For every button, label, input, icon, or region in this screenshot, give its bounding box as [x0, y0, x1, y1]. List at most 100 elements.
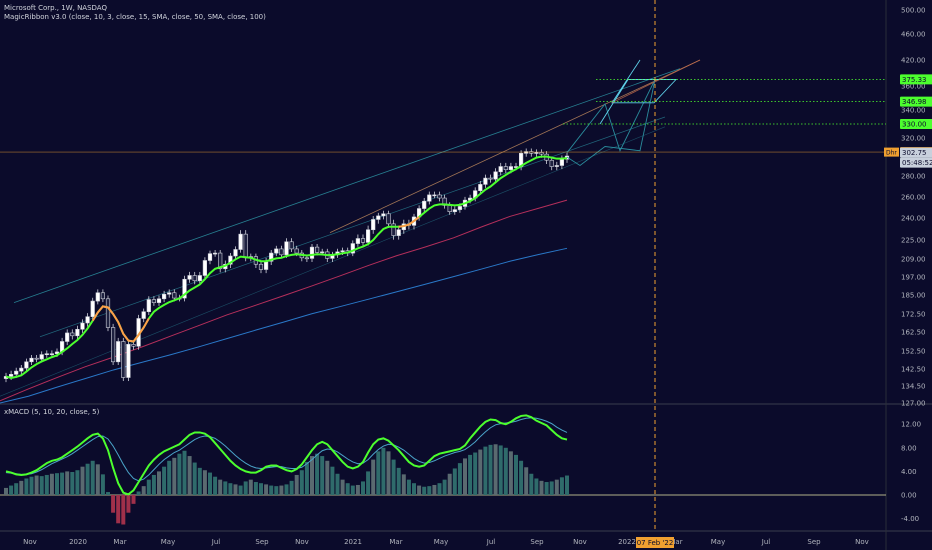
macd-histogram-bar [544, 482, 549, 495]
candle-body [187, 275, 192, 280]
macd-histogram-bar [320, 456, 325, 495]
macd-histogram-bar [315, 453, 320, 495]
price-axis-tick: 420.00 [901, 57, 926, 65]
countdown-badge-text: 05:48:52 [902, 159, 932, 167]
time-axis-tick: Jul [486, 538, 496, 546]
macd-histogram-bar [422, 486, 427, 495]
macd-histogram-bar [325, 460, 330, 495]
candle-body [197, 275, 202, 282]
macd-histogram-bar [330, 466, 335, 495]
candle-body [559, 158, 564, 166]
macd-histogram-bar [284, 484, 289, 495]
candle-body [162, 293, 167, 300]
target-badge-3[interactable]: 330.00 [900, 119, 932, 129]
price-axis-tick: 260.00 [901, 194, 926, 202]
macd-histogram-bar [218, 479, 223, 495]
time-axis-tick: Nov [23, 538, 37, 546]
candle-body [386, 213, 391, 225]
candle-body [105, 298, 111, 328]
macd-histogram-bar [345, 483, 350, 495]
candle-body [151, 299, 157, 303]
candle-body [396, 229, 401, 236]
time-axis-tick: Jul [211, 538, 221, 546]
macd-histogram-bar [238, 485, 243, 495]
macd-histogram-bar [14, 483, 19, 495]
projection-fan [611, 59, 701, 104]
countdown-badge[interactable]: 05:48:52 [900, 157, 932, 168]
target-badge-3-text: 330.00 [902, 121, 927, 129]
macd-axis-tick: 8.00 [901, 444, 917, 452]
macd-histogram-bar [401, 474, 406, 495]
price-axis-tick: 185.00 [901, 292, 926, 300]
candle-body [524, 151, 529, 154]
candle-body [95, 292, 100, 302]
macd-histogram-bar [70, 471, 75, 495]
target-badge-1-bg [900, 74, 932, 85]
macd-histogram-bar [182, 450, 187, 495]
candle-body [172, 292, 177, 299]
current-price-badge[interactable]: 302.75 [900, 147, 932, 158]
time-axis-tick: Nov [855, 538, 869, 546]
macd-histogram-bar [483, 446, 488, 495]
candle-body [9, 374, 14, 377]
macd-histogram-bar [294, 474, 299, 495]
time-axis-tick: Mar [669, 538, 682, 546]
candle-body [14, 370, 19, 375]
indicator-title: MagicRibbon v3.0 (close, 10, 3, close, 1… [4, 13, 266, 21]
macd-histogram-bar [514, 454, 518, 495]
magic-ribbon-down-segment [91, 305, 150, 343]
macd-histogram-bar [335, 473, 340, 495]
macd-histogram-bar [228, 483, 233, 495]
target-badge-2[interactable]: 346.98 [900, 96, 932, 107]
macd-histogram-bar [80, 466, 85, 495]
macd-histogram-bar [299, 470, 304, 495]
macd-line [5, 414, 568, 496]
tag-badge: Dhr [884, 147, 899, 157]
macd-histogram-bar [340, 479, 345, 495]
candle-body [126, 344, 131, 378]
candle-body [447, 205, 452, 212]
candle-body [549, 159, 554, 167]
candle-body [503, 166, 508, 171]
time-axis-tick: 2020 [69, 538, 87, 546]
macd-histogram-bar [259, 483, 263, 495]
candle-body [314, 246, 320, 253]
macd-histogram-bar [187, 456, 192, 495]
candle-body [279, 248, 284, 256]
tag-badge-text: Dhr [886, 150, 897, 157]
time-marker-badge-bg [636, 537, 674, 548]
candle-body [350, 243, 355, 254]
candle-body [65, 332, 70, 342]
candle-body [121, 341, 126, 378]
macd-histogram-bar [208, 472, 212, 495]
candle-body [427, 194, 432, 202]
macd-histogram-bar [355, 484, 360, 495]
candle-body [488, 177, 493, 180]
price-axis-tick: 197.00 [901, 274, 926, 282]
countdown-badge-bg [900, 157, 932, 168]
channel-upper [13, 68, 681, 303]
target-badge-1[interactable]: 375.33 [900, 74, 932, 85]
candle-body [238, 233, 243, 250]
candle-body [304, 257, 310, 260]
macd-histogram-bar [549, 481, 554, 495]
target-badge-2-text: 346.98 [902, 98, 927, 106]
symbol-legend: Microsoft Corp., 1W, NASDAQ MagicRibbon … [4, 4, 266, 22]
candle-body [539, 152, 544, 155]
price-axis-tick: 127.00 [901, 400, 926, 408]
candle-body [141, 311, 146, 319]
price-axis-tick: 460.00 [901, 31, 926, 39]
macd-histogram-bar [350, 485, 355, 495]
candle-body [243, 233, 248, 259]
macd-histogram-bar [243, 481, 248, 495]
macd-histogram-bar [167, 460, 172, 495]
macd-histogram-bar [565, 475, 569, 495]
time-axis-tick: May [434, 538, 448, 546]
macd-histogram-bar [381, 447, 386, 495]
macd-histogram-bar [157, 471, 161, 495]
macd-histogram-bar [310, 456, 314, 495]
macd-histogram-bar [289, 480, 294, 495]
macd-histogram-bar [223, 481, 228, 495]
